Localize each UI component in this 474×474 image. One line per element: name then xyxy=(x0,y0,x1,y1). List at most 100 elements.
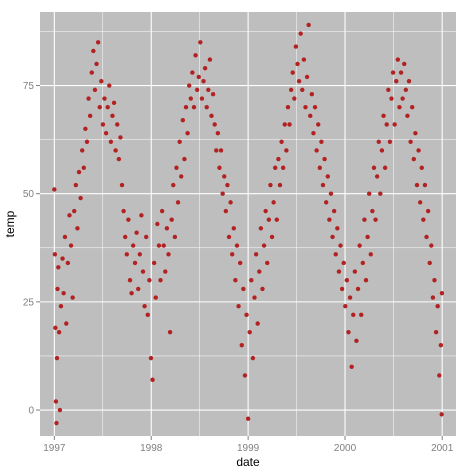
data-point xyxy=(65,260,71,266)
data-point xyxy=(161,243,166,248)
data-point xyxy=(132,260,138,266)
data-point xyxy=(78,195,83,201)
data-point xyxy=(140,269,146,274)
data-point xyxy=(354,338,359,344)
data-point xyxy=(84,139,90,144)
data-point xyxy=(414,182,420,188)
data-point xyxy=(355,286,361,292)
x-tick-label: 1997 xyxy=(43,443,66,454)
data-point xyxy=(351,312,356,318)
data-point xyxy=(241,286,246,292)
data-point xyxy=(175,200,181,205)
data-point xyxy=(288,87,294,93)
axis-ticks xyxy=(36,85,443,440)
data-point xyxy=(166,252,171,257)
data-point xyxy=(97,104,102,110)
data-point xyxy=(435,304,440,309)
data-point xyxy=(53,325,58,331)
data-point xyxy=(336,269,342,274)
data-point xyxy=(215,130,221,136)
data-point xyxy=(424,234,429,240)
data-point xyxy=(438,342,444,348)
data-point xyxy=(201,79,206,84)
data-point xyxy=(121,208,126,214)
data-point xyxy=(76,169,82,175)
data-point xyxy=(198,40,203,45)
data-point xyxy=(378,191,383,196)
data-point xyxy=(333,252,338,257)
data-point xyxy=(298,31,303,36)
data-point xyxy=(196,74,201,80)
data-point xyxy=(341,260,346,266)
data-point xyxy=(118,135,123,140)
data-point xyxy=(193,53,198,58)
data-point xyxy=(320,182,326,188)
data-point xyxy=(234,243,240,248)
data-point xyxy=(387,139,393,144)
data-point xyxy=(81,165,87,170)
data-point xyxy=(439,412,444,417)
data-point xyxy=(437,373,442,378)
data-point xyxy=(230,252,235,257)
data-point xyxy=(433,329,439,335)
data-point xyxy=(368,252,373,257)
data-point xyxy=(179,174,184,179)
data-point xyxy=(374,174,380,179)
data-point xyxy=(390,70,396,75)
data-point xyxy=(75,226,80,231)
data-point xyxy=(182,156,187,162)
data-point xyxy=(129,291,134,296)
data-point xyxy=(123,234,128,240)
data-point xyxy=(365,234,370,240)
data-point xyxy=(206,87,211,93)
data-point xyxy=(316,122,321,127)
data-point xyxy=(113,148,118,153)
data-point xyxy=(250,355,256,361)
data-point xyxy=(295,61,300,67)
data-point xyxy=(220,191,225,196)
data-point xyxy=(244,312,249,318)
data-point xyxy=(212,122,217,127)
data-point xyxy=(261,243,267,248)
data-point xyxy=(147,278,152,283)
data-point xyxy=(413,130,418,136)
data-point xyxy=(105,104,110,110)
data-point xyxy=(64,321,69,326)
data-point xyxy=(183,104,189,110)
data-point xyxy=(126,217,131,222)
data-point xyxy=(190,70,195,75)
data-point xyxy=(103,130,109,136)
data-point xyxy=(403,87,409,93)
data-point xyxy=(408,139,413,144)
data-point xyxy=(439,291,445,296)
data-point xyxy=(427,260,432,266)
data-point xyxy=(395,57,401,62)
data-point xyxy=(402,61,407,67)
data-point xyxy=(55,286,60,292)
data-point xyxy=(410,104,415,110)
data-point xyxy=(231,226,236,231)
data-point xyxy=(87,113,93,119)
data-point xyxy=(159,208,165,214)
data-point xyxy=(191,104,197,110)
data-point xyxy=(171,182,176,188)
data-point xyxy=(150,377,155,382)
y-tick-label: 25 xyxy=(23,297,35,308)
data-point xyxy=(257,269,262,274)
data-point xyxy=(389,96,394,101)
data-point xyxy=(303,104,308,110)
data-point xyxy=(382,165,388,170)
data-point xyxy=(226,234,232,240)
data-point xyxy=(223,208,229,214)
data-point xyxy=(252,295,257,300)
data-point xyxy=(222,174,227,179)
data-point xyxy=(405,113,410,119)
data-point xyxy=(56,265,61,270)
data-point xyxy=(317,165,323,170)
data-point xyxy=(207,57,213,62)
data-point xyxy=(187,83,192,88)
data-point xyxy=(209,113,214,119)
data-point xyxy=(432,278,437,283)
data-point xyxy=(92,87,98,93)
data-point xyxy=(236,304,241,309)
